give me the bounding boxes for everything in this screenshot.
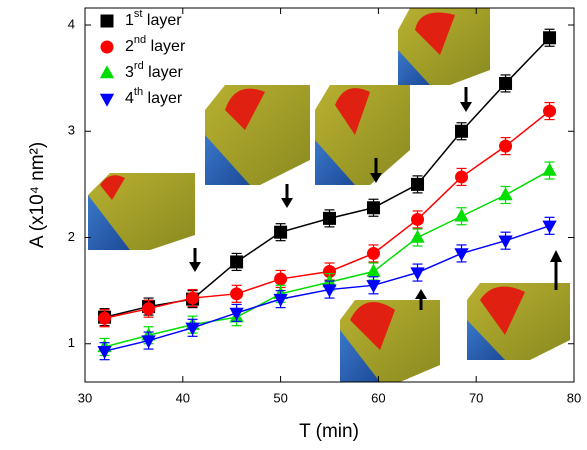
- marker: [499, 140, 512, 153]
- marker: [98, 312, 111, 325]
- legend-marker: [101, 41, 114, 54]
- x-tick-label: 40: [176, 390, 190, 405]
- marker: [454, 208, 468, 221]
- marker: [455, 125, 468, 138]
- marker: [410, 230, 424, 243]
- marker: [543, 105, 556, 118]
- marker: [455, 170, 468, 183]
- inset-image: [340, 300, 440, 382]
- y-axis-label: A (x10⁴ nm²): [27, 142, 48, 248]
- legend-label: 1st layer: [125, 8, 182, 29]
- marker: [542, 163, 556, 176]
- marker: [186, 292, 199, 305]
- marker: [230, 287, 243, 300]
- marker: [274, 226, 287, 239]
- marker: [454, 248, 468, 261]
- inset-image: [467, 283, 570, 360]
- legend-marker: [100, 94, 114, 107]
- marker: [367, 247, 380, 260]
- marker: [366, 264, 380, 277]
- y-tick-label: 4: [68, 16, 75, 31]
- chart: T (min) A (x10⁴ nm²) 30 40 50 60 70 80 1 2 3 4 1st…: [0, 0, 587, 450]
- y-tick-label: 1: [68, 335, 75, 350]
- marker: [97, 346, 111, 359]
- marker: [411, 178, 424, 191]
- marker: [230, 255, 243, 268]
- marker: [411, 213, 424, 226]
- legend-label: 2nd layer: [125, 34, 186, 55]
- y-tick-label: 3: [68, 123, 75, 138]
- inset-image: [398, 8, 490, 85]
- x-tick-label: 60: [371, 390, 385, 405]
- x-tick-label: 80: [567, 390, 581, 405]
- x-tick-label: 70: [469, 390, 483, 405]
- marker: [499, 77, 512, 90]
- marker: [498, 187, 512, 200]
- marker: [366, 280, 380, 293]
- legend-marker: [101, 15, 114, 28]
- marker: [543, 31, 556, 44]
- y-tick-label: 2: [68, 229, 75, 244]
- legend-label: 4th layer: [125, 86, 183, 107]
- marker: [367, 201, 380, 214]
- inset-image: [88, 173, 195, 250]
- inset-image: [315, 85, 410, 185]
- marker: [142, 302, 155, 315]
- x-axis-label: T (min): [299, 421, 359, 442]
- legend-marker: [100, 65, 114, 78]
- x-tick-label: 30: [78, 390, 92, 405]
- inset-image: [205, 85, 310, 185]
- x-tick-label: 50: [273, 390, 287, 405]
- legend-label: 3rd layer: [125, 60, 183, 81]
- marker: [274, 272, 287, 285]
- marker: [323, 212, 336, 225]
